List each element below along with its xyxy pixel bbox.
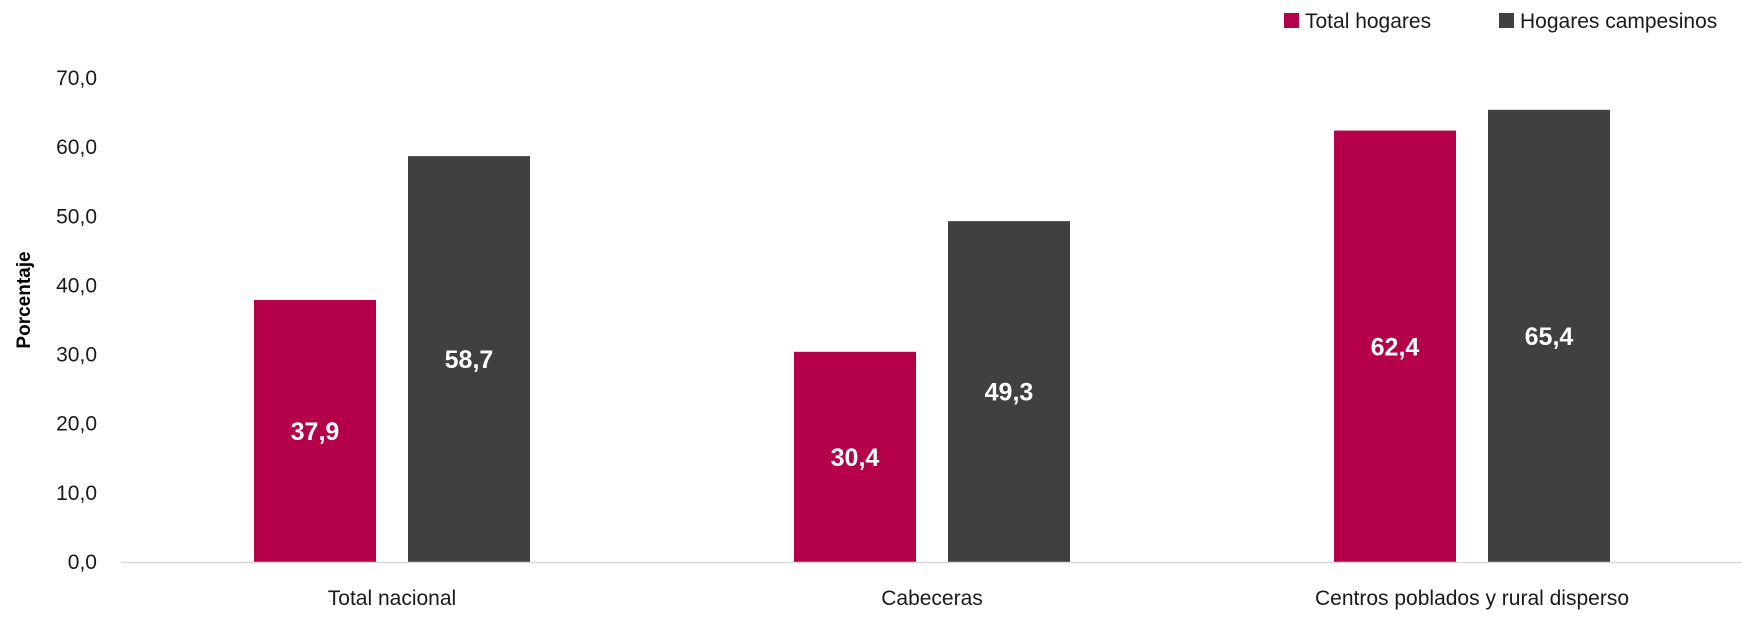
y-tick-label: 30,0 xyxy=(56,344,97,367)
x-category-label: Total nacional xyxy=(328,587,456,610)
bar-total-hogares xyxy=(254,299,376,562)
bar-total-hogares xyxy=(794,351,916,562)
x-category-label: Centros poblados y rural disperso xyxy=(1315,587,1629,610)
data-label: 65,4 xyxy=(1525,323,1574,351)
data-label: 37,9 xyxy=(291,418,340,446)
data-label: 30,4 xyxy=(831,444,880,472)
x-axis: Total nacional Cabeceras Centros poblados … xyxy=(122,561,1742,610)
y-tick-label: 10,0 xyxy=(56,482,97,505)
legend-swatch xyxy=(1499,13,1514,28)
bar-hogares-campesinos xyxy=(1488,109,1610,562)
data-label: 62,4 xyxy=(1371,333,1420,361)
y-tick-label: 40,0 xyxy=(56,274,97,297)
bar-hogares-campesinos xyxy=(948,221,1070,562)
legend-label: Total hogares xyxy=(1305,10,1431,33)
y-axis: 0,0 10,0 20,0 30,0 40,0 50,0 60,0 70,0 Porcentaj… xyxy=(14,67,97,574)
legend-label: Hogares campesinos xyxy=(1520,10,1717,33)
y-axis-title: Porcentaje xyxy=(14,251,35,348)
data-label: 49,3 xyxy=(985,379,1034,407)
x-category-label: Cabeceras xyxy=(881,587,983,610)
y-tick-label: 50,0 xyxy=(56,205,97,228)
bars: 37,9 58,7 30,4 49,3 62,4 65,4 xyxy=(254,109,1610,563)
legend-swatch xyxy=(1284,13,1299,28)
data-label: 58,7 xyxy=(445,346,494,374)
bar-hogares-campesinos xyxy=(408,156,530,563)
y-tick-label: 60,0 xyxy=(56,136,97,159)
y-tick-label: 0,0 xyxy=(68,551,97,574)
bar-total-hogares xyxy=(1334,130,1456,562)
legend: Total hogares Hogares campesinos xyxy=(1284,10,1717,33)
y-tick-label: 20,0 xyxy=(56,413,97,436)
y-tick-label: 70,0 xyxy=(56,67,97,90)
